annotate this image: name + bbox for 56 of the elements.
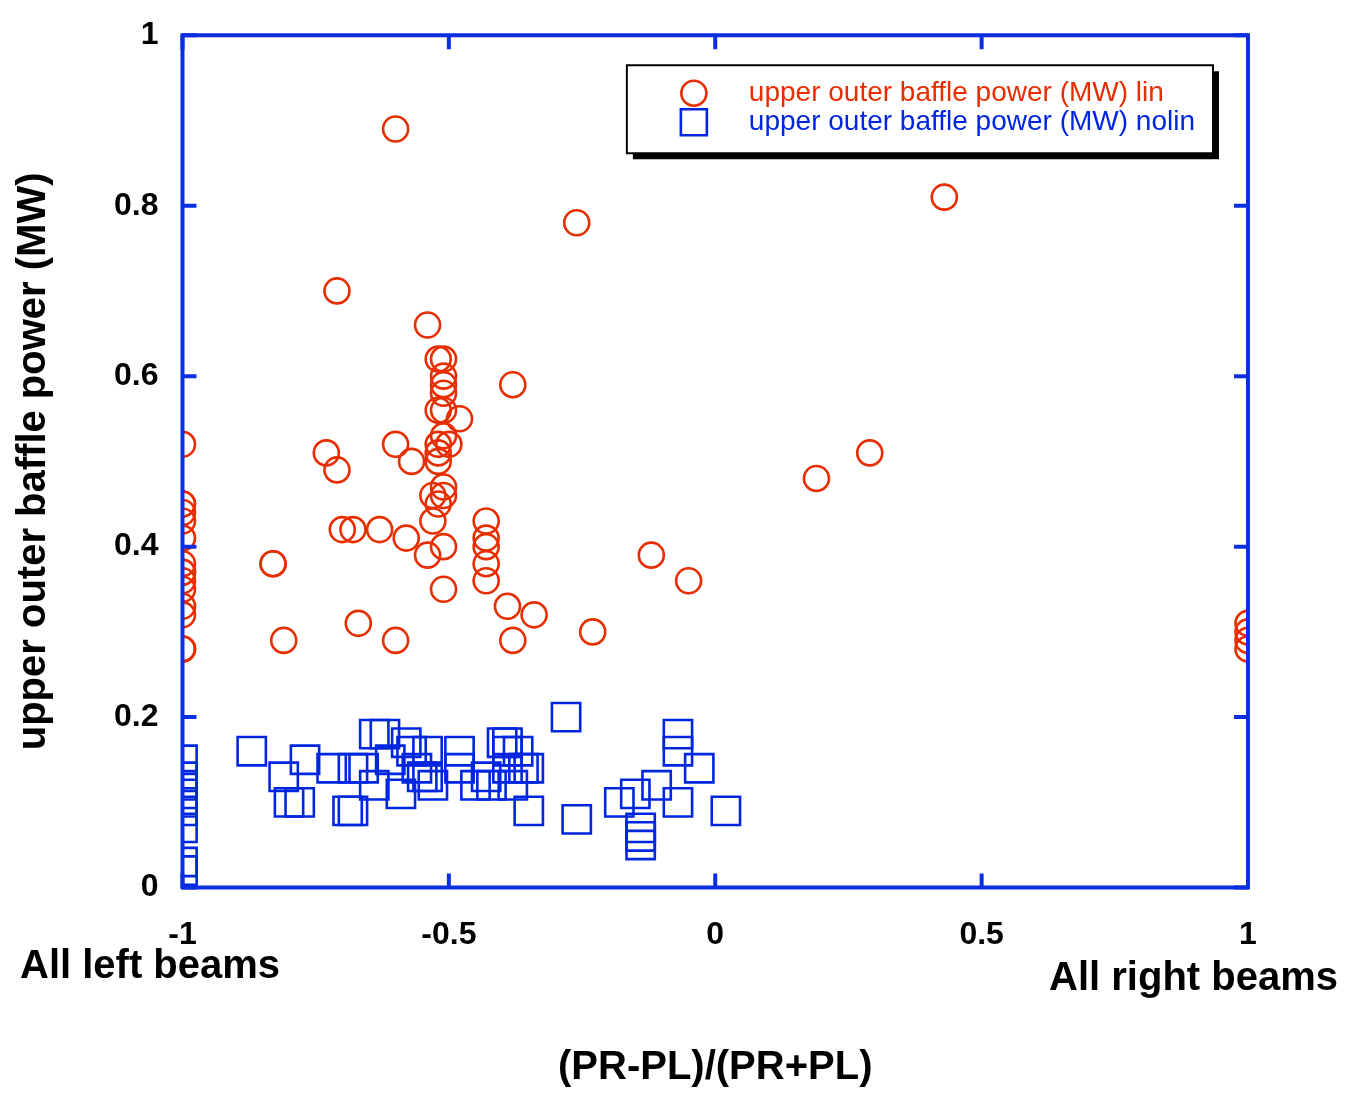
x-tick-label: 1 (1239, 914, 1257, 951)
x-tick-label: 0 (706, 914, 725, 951)
point (401, 752, 433, 784)
point (273, 786, 305, 818)
y-tick-label: 1 (140, 15, 159, 52)
point (444, 752, 475, 784)
point (603, 786, 635, 818)
point (486, 727, 518, 759)
point (497, 769, 529, 801)
point (236, 735, 268, 767)
point (385, 778, 417, 810)
point (406, 761, 438, 793)
point (470, 761, 502, 793)
point (396, 735, 428, 767)
y-tick-label: 0.2 (114, 696, 159, 733)
point (625, 829, 657, 861)
point (662, 735, 694, 767)
point (268, 761, 300, 793)
point (625, 821, 657, 852)
x-axis-title: (PR-PL)/(PR+PL) (558, 1043, 873, 1088)
point (374, 744, 406, 776)
point (561, 803, 593, 835)
x-tick-label: -0.5 (421, 914, 477, 951)
point (683, 752, 715, 784)
x-tick-label: 0.5 (959, 914, 1004, 951)
point (513, 795, 545, 827)
point (284, 786, 316, 818)
point (460, 769, 491, 801)
point (316, 752, 348, 784)
y-tick-label: 0 (140, 867, 159, 904)
point (641, 769, 673, 801)
point (337, 752, 369, 784)
text: All right beams (1049, 953, 1338, 998)
point (502, 735, 534, 767)
point (710, 795, 742, 827)
point (369, 718, 401, 750)
y-tick-label: 0.6 (114, 355, 159, 392)
point (417, 769, 449, 801)
point (619, 778, 651, 810)
point (476, 769, 507, 801)
legend-label: upper outer baffle power (MW) lin (748, 75, 1164, 107)
point (358, 769, 390, 801)
point (662, 786, 694, 818)
y-tick-label: 0.8 (114, 185, 159, 222)
point (289, 744, 321, 776)
point (550, 701, 582, 733)
point (662, 718, 694, 750)
point (390, 727, 422, 759)
point (412, 735, 443, 767)
point (513, 752, 545, 784)
point (625, 812, 657, 844)
y-tick-label: 0.4 (114, 526, 159, 563)
point (358, 718, 390, 750)
point (348, 752, 380, 784)
point (444, 735, 475, 767)
y-axis-title: upper outer baffle power (MW) (9, 172, 54, 751)
